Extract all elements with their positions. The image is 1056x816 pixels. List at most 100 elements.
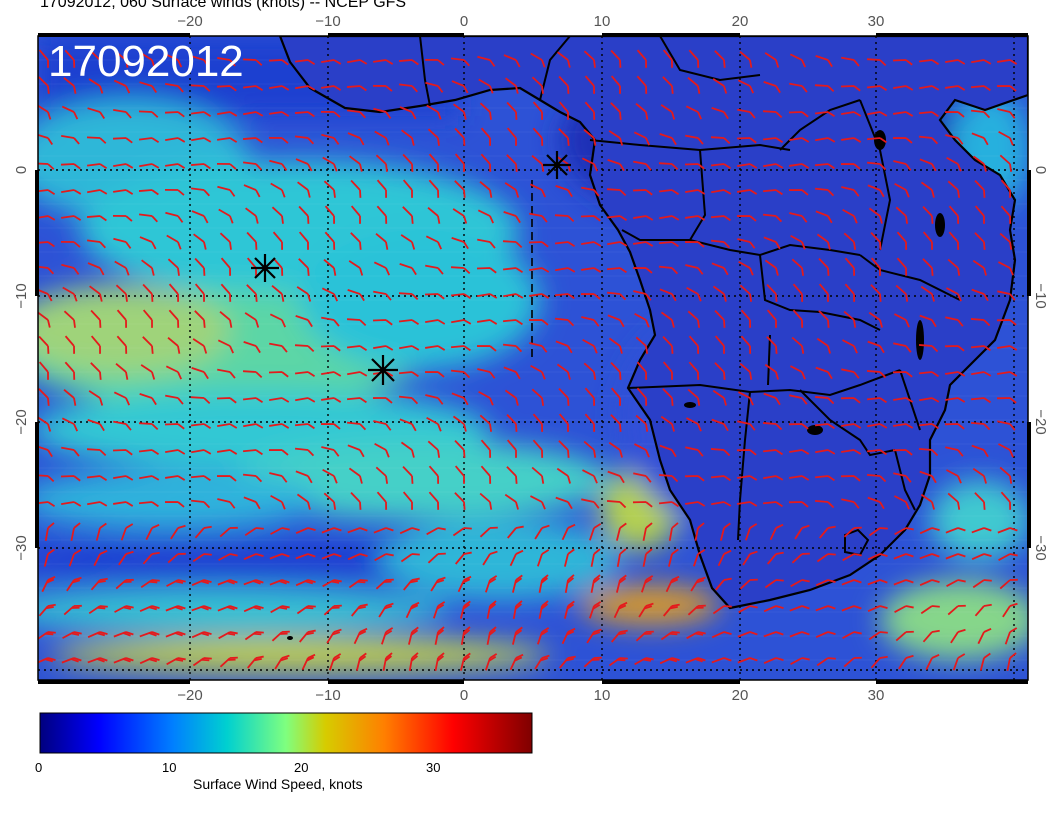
wind-barb <box>945 446 964 457</box>
wind-barb <box>763 236 781 250</box>
wind-barb <box>218 553 238 561</box>
wind-barb <box>714 362 726 380</box>
wind-barb <box>763 657 784 665</box>
wind-barb <box>38 361 49 380</box>
wind-barb <box>427 206 441 224</box>
wind-barb <box>376 491 388 510</box>
wind-barb <box>633 131 651 146</box>
wind-barb <box>346 85 367 92</box>
wind-barb <box>402 153 414 172</box>
wind-barb <box>38 265 54 275</box>
wind-barb <box>556 363 571 380</box>
wind-barb <box>581 157 599 172</box>
wind-barb <box>167 258 180 276</box>
wind-barb <box>660 104 676 120</box>
wind-barb <box>590 548 601 567</box>
wind-barb <box>896 231 908 250</box>
wind-barb <box>347 527 368 534</box>
wind-barb <box>346 318 367 327</box>
wind-barb <box>583 362 597 380</box>
wind-barb <box>685 215 706 221</box>
wind-barb <box>688 361 700 380</box>
wind-barb <box>737 631 758 638</box>
wind-barb <box>142 283 154 302</box>
wind-barb <box>922 629 940 643</box>
wind-barb <box>685 657 706 664</box>
wind-barb <box>918 135 939 145</box>
wind-barb <box>558 75 570 94</box>
wind-barb <box>219 656 238 668</box>
wind-barb <box>402 179 413 198</box>
wind-barb <box>113 475 134 481</box>
wind-barb <box>380 627 394 645</box>
wind-barb <box>868 527 888 537</box>
wind-barb <box>242 449 263 456</box>
wind-barb <box>788 423 809 430</box>
wind-barb <box>115 284 128 302</box>
wind-barb <box>764 52 780 68</box>
wind-barb <box>243 423 264 429</box>
wind-barb <box>922 258 934 276</box>
wind-barb <box>841 579 862 586</box>
wind-barb <box>633 290 652 301</box>
wind-barb <box>944 423 965 430</box>
wind-barb <box>64 361 76 380</box>
wind-barb <box>506 439 517 458</box>
wind-barb <box>563 548 575 567</box>
wind-barb <box>1000 179 1012 198</box>
wind-barb <box>558 440 570 458</box>
wind-barb <box>217 185 236 197</box>
wind-barb <box>642 522 653 541</box>
wind-barb <box>686 631 706 640</box>
wind-barb <box>948 231 960 250</box>
wind-barb <box>816 337 831 354</box>
wind-barb <box>167 552 186 564</box>
wind-barb <box>113 163 134 169</box>
wind-barb <box>271 206 284 224</box>
asterisk-markers <box>251 151 571 385</box>
wind-barb <box>611 629 628 643</box>
wind-barb <box>375 232 389 250</box>
wind-barb <box>145 523 160 541</box>
wind-barb <box>766 309 777 328</box>
wind-barb <box>480 465 492 484</box>
wind-barb <box>486 626 497 645</box>
wind-barb <box>88 390 104 406</box>
wind-barb <box>504 389 519 406</box>
wind-barb <box>190 499 211 509</box>
wind-barb <box>38 311 51 328</box>
wind-barb <box>60 163 81 170</box>
wind-barb <box>586 628 602 644</box>
wind-barb <box>373 59 394 65</box>
wind-barb <box>138 137 160 143</box>
wind-barb <box>243 553 264 561</box>
wind-barb <box>744 523 758 541</box>
wind-barb <box>686 417 702 432</box>
wind-barb <box>970 109 991 119</box>
wind-barb <box>998 553 1018 561</box>
wind-barb <box>269 85 290 91</box>
wind-barb <box>866 161 887 171</box>
wind-barb <box>168 309 180 328</box>
wind-barb <box>841 56 860 67</box>
wind-barb <box>269 313 287 328</box>
wind-barb <box>38 162 55 170</box>
wind-barb <box>790 234 806 250</box>
wind-barb <box>894 605 914 613</box>
wind-barb <box>662 361 673 380</box>
wind-barb <box>402 206 414 224</box>
wind-barb <box>583 440 597 458</box>
wind-barb <box>139 236 157 250</box>
wind-barb <box>194 283 205 302</box>
wind-barb <box>113 420 132 431</box>
wind-barb <box>502 267 524 274</box>
wind-barb <box>529 342 548 353</box>
frame-bar <box>1027 422 1031 548</box>
wind-barb <box>38 603 56 617</box>
wind-barb <box>711 262 729 276</box>
wind-barb <box>38 388 50 406</box>
wind-barb <box>165 365 183 380</box>
wind-barb <box>893 423 914 429</box>
wind-barb <box>245 207 259 224</box>
